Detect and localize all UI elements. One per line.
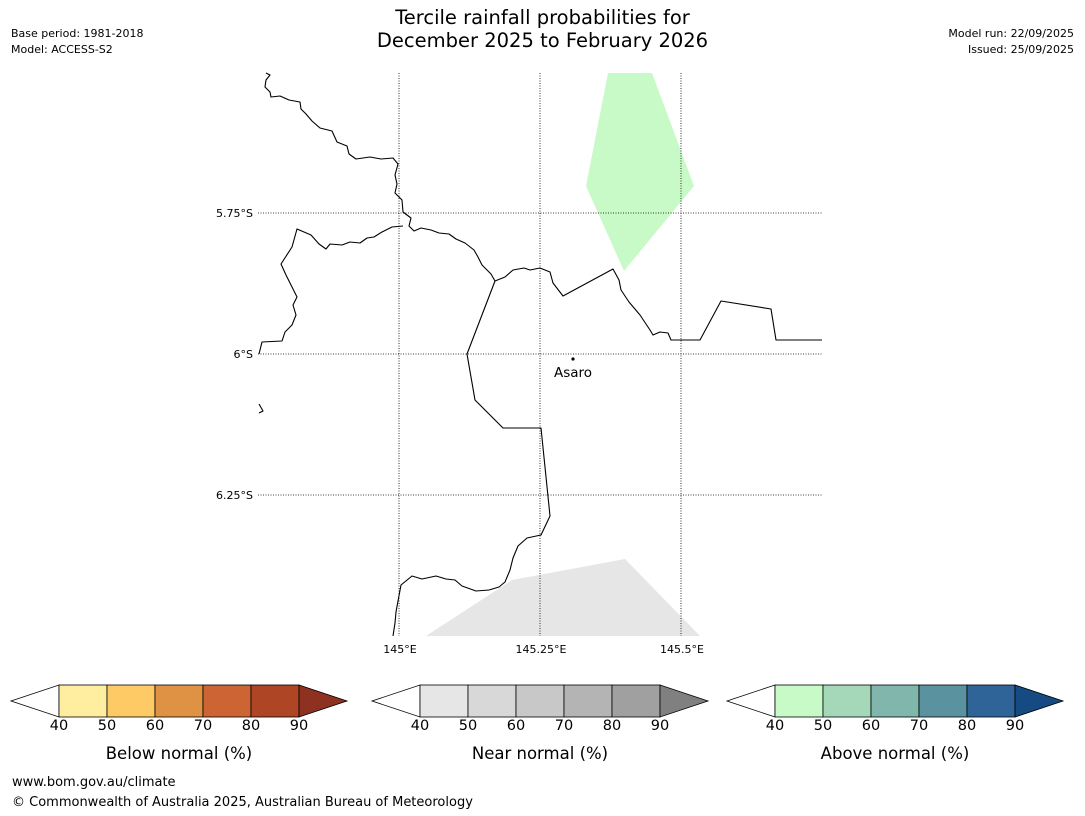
border-south xyxy=(392,280,551,637)
base-period-text: Base period: 1981-2018 xyxy=(11,27,144,40)
border-west-fragment xyxy=(258,403,264,414)
colorbar-above-segment xyxy=(918,684,968,718)
colorbar-above-tick: 80 xyxy=(957,718,977,734)
colorbar-below-tick: 60 xyxy=(145,718,165,734)
colorbar-below-segment xyxy=(250,684,300,718)
lat-label-5-75: 5.75°S xyxy=(216,207,253,220)
colorbar-below-high-extend xyxy=(298,684,349,718)
map-title: Tercile rainfall probabilities for Decem… xyxy=(0,6,1085,52)
lon-labels: 145°E 145.25°E 145.5°E xyxy=(383,643,704,656)
issued-text: Issued: 25/09/2025 xyxy=(967,43,1074,56)
colorbar-above-segment xyxy=(822,684,872,718)
title-line-2: December 2025 to February 2026 xyxy=(376,29,709,52)
colorbar-above-segment xyxy=(774,684,824,718)
asaro-label: Asaro xyxy=(554,365,592,381)
province-borders xyxy=(258,72,822,637)
border-central xyxy=(494,267,822,341)
model-text: Model: ACCESS-S2 xyxy=(11,43,113,56)
colorbar-above-tick: 50 xyxy=(813,718,833,734)
colorbar-below-tick: 80 xyxy=(241,718,261,734)
colorbar-above-tick: 90 xyxy=(1005,718,1025,734)
colorbar-near-segment xyxy=(419,684,469,718)
colorbar-below-segment xyxy=(58,684,108,718)
colorbar-near-tick: 50 xyxy=(458,718,478,734)
colorbar-above-tick: 70 xyxy=(909,718,929,734)
colorbar-above-segment xyxy=(966,684,1016,718)
colorbar-near-high-extend xyxy=(659,684,710,718)
colorbar-below-segment xyxy=(154,684,204,718)
colorbar-near-tick: 40 xyxy=(410,718,430,734)
colorbar-near-low-extend xyxy=(370,684,421,718)
probability-areas xyxy=(426,73,700,636)
colorbar-group xyxy=(9,684,1065,718)
lon-label-145: 145°E xyxy=(383,643,416,656)
lon-label-145-25: 145.25°E xyxy=(516,643,567,656)
colorbar-below-segment xyxy=(106,684,156,718)
colorbar-near-label: Near normal (%) xyxy=(471,744,609,763)
colorbar-near-segment xyxy=(467,684,517,718)
lat-label-6: 6°S xyxy=(234,348,253,361)
colorbar-above-tick: 40 xyxy=(765,718,785,734)
colorbar-near-segment xyxy=(563,684,613,718)
lon-label-145-5: 145.5°E xyxy=(660,643,704,656)
colorbar-below-tick: 40 xyxy=(49,718,69,734)
above-normal-area xyxy=(586,73,694,271)
colorbar-above-tick: 60 xyxy=(861,718,881,734)
colorbar-below-low-extend xyxy=(9,684,60,718)
colorbar-below-tick: 90 xyxy=(289,718,309,734)
asaro-marker xyxy=(571,357,575,361)
colorbar-near-tick: 90 xyxy=(650,718,670,734)
colorbar-above-high-extend xyxy=(1014,684,1065,718)
copyright-text: © Commonwealth of Australia 2025, Austra… xyxy=(12,795,473,810)
colorbar-near-tick: 60 xyxy=(506,718,526,734)
border-north xyxy=(264,72,496,282)
title-line-1: Tercile rainfall probabilities for xyxy=(395,6,690,29)
colorbar-below-label: Below normal (%) xyxy=(105,744,253,763)
near-normal-area xyxy=(426,559,700,636)
colorbar-below-tick: 50 xyxy=(97,718,117,734)
colorbar-near-segment xyxy=(515,684,565,718)
lat-label-6-25: 6.25°S xyxy=(216,489,253,502)
colorbar-below-segment xyxy=(202,684,252,718)
graticule xyxy=(258,73,822,636)
colorbar-near-segment xyxy=(611,684,661,718)
lat-labels: 5.75°S 6°S 6.25°S xyxy=(216,207,253,502)
website-text: www.bom.gov.au/climate xyxy=(12,775,176,790)
model-run-text: Model run: 22/09/2025 xyxy=(948,27,1074,40)
colorbar-below-tick: 70 xyxy=(193,718,213,734)
colorbar-above-label: Above normal (%) xyxy=(820,744,970,763)
colorbar-above-low-extend xyxy=(725,684,776,718)
colorbar-near-tick: 70 xyxy=(554,718,574,734)
border-west xyxy=(258,225,404,355)
colorbar-above-segment xyxy=(870,684,920,718)
colorbar-near-tick: 80 xyxy=(602,718,622,734)
